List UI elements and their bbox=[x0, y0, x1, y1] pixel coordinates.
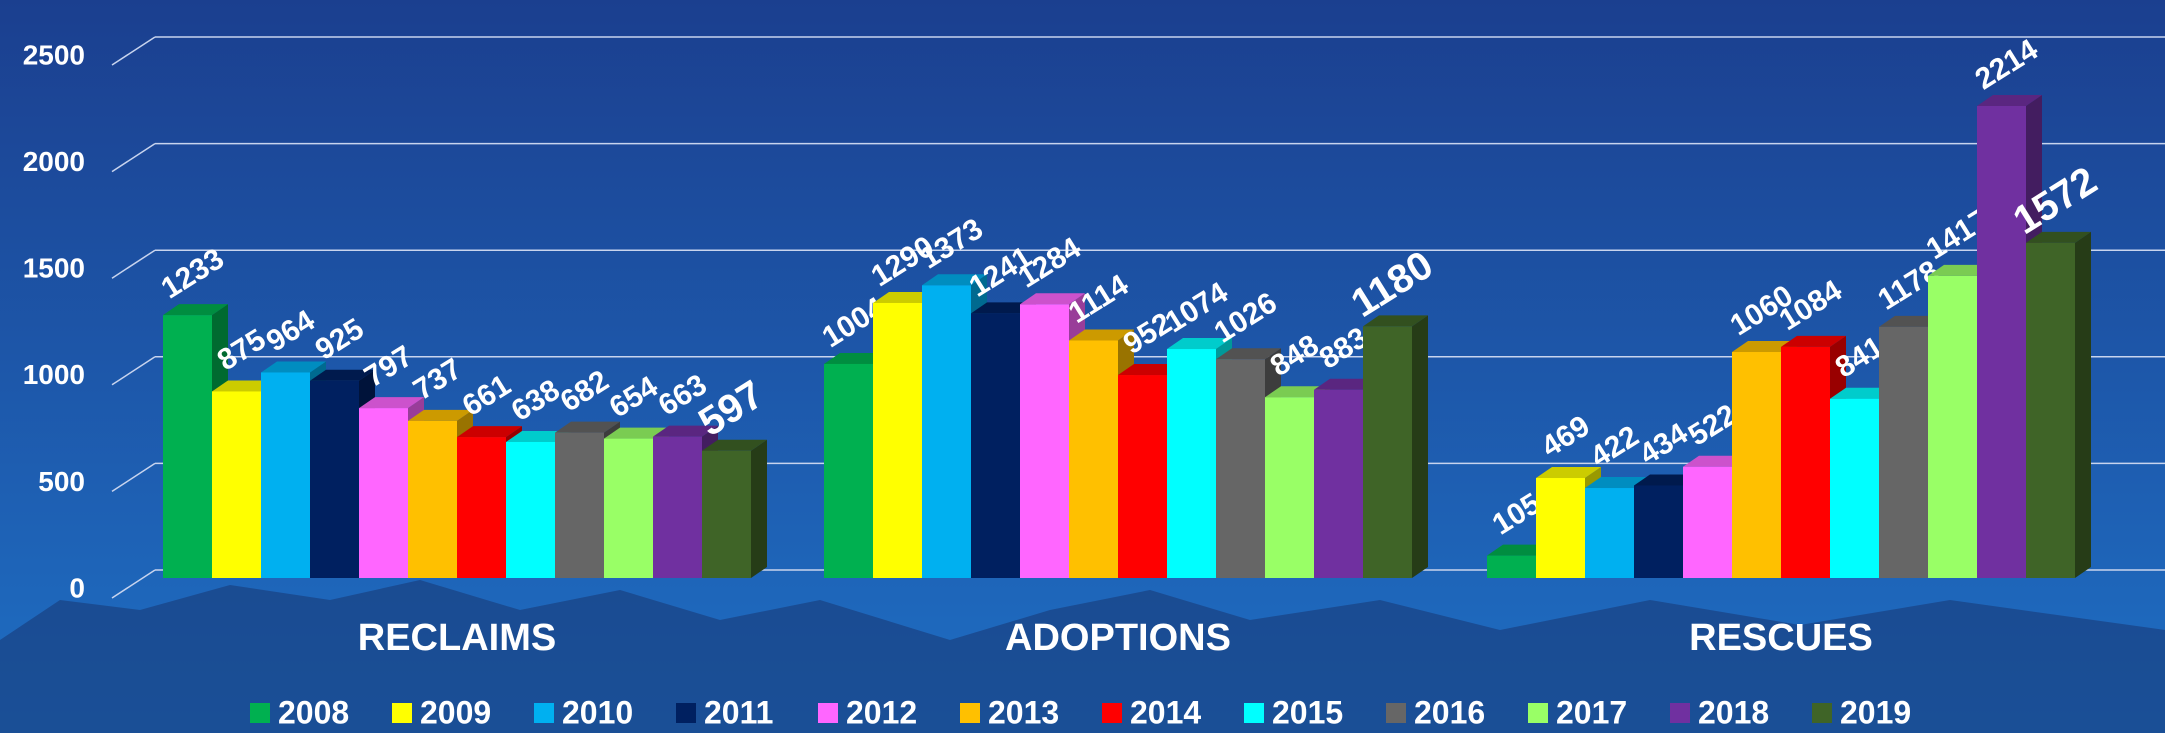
y-tick-label: 0 bbox=[69, 572, 85, 603]
legend-label: 2010 bbox=[562, 694, 633, 730]
bar bbox=[212, 391, 261, 578]
legend-swatch bbox=[676, 703, 696, 723]
bar bbox=[163, 315, 212, 578]
x-tick-label: RESCUES bbox=[1689, 617, 1873, 659]
bar bbox=[1585, 488, 1634, 578]
bar bbox=[1363, 326, 1412, 578]
chart: 0500100015002000250012338759649257977376… bbox=[0, 0, 2165, 733]
bar bbox=[922, 285, 971, 578]
bar bbox=[971, 313, 1020, 578]
bar bbox=[457, 437, 506, 578]
bar bbox=[1069, 340, 1118, 578]
legend-swatch bbox=[250, 703, 270, 723]
bar-side bbox=[2075, 232, 2091, 578]
bar bbox=[1167, 349, 1216, 578]
legend-label: 2009 bbox=[420, 694, 491, 730]
bar bbox=[824, 364, 873, 578]
bar bbox=[359, 408, 408, 578]
bar bbox=[702, 451, 751, 578]
bar bbox=[1732, 352, 1781, 578]
y-tick-label: 2500 bbox=[23, 39, 85, 70]
legend-swatch bbox=[1670, 703, 1690, 723]
legend-label: 2013 bbox=[988, 694, 1059, 730]
legend-label: 2012 bbox=[846, 694, 917, 730]
bar bbox=[1487, 556, 1536, 578]
y-tick-label: 1000 bbox=[23, 359, 85, 390]
bar bbox=[1928, 276, 1977, 578]
page: {"chart_data": {"type": "bar3d", "catego… bbox=[0, 0, 2165, 733]
bar bbox=[1536, 478, 1585, 578]
bar bbox=[1683, 467, 1732, 578]
y-tick-label: 1500 bbox=[23, 253, 85, 284]
bar bbox=[555, 433, 604, 578]
bar bbox=[408, 421, 457, 578]
bar-side bbox=[751, 440, 767, 578]
legend-swatch bbox=[1528, 703, 1548, 723]
bar bbox=[1118, 375, 1167, 578]
legend-label: 2017 bbox=[1556, 694, 1627, 730]
legend-swatch bbox=[1102, 703, 1122, 723]
legend-label: 2018 bbox=[1698, 694, 1769, 730]
bar bbox=[1265, 397, 1314, 578]
legend-swatch bbox=[392, 703, 412, 723]
legend-swatch bbox=[1244, 703, 1264, 723]
legend-swatch bbox=[1386, 703, 1406, 723]
bar bbox=[1977, 106, 2026, 578]
bar bbox=[1314, 390, 1363, 578]
bar bbox=[1781, 347, 1830, 578]
legend-label: 2011 bbox=[704, 694, 773, 730]
x-tick-label: RECLAIMS bbox=[358, 617, 556, 659]
legend-label: 2015 bbox=[1272, 694, 1343, 730]
bar bbox=[2026, 243, 2075, 578]
bar bbox=[310, 381, 359, 578]
legend-swatch bbox=[818, 703, 838, 723]
legend-swatch bbox=[960, 703, 980, 723]
bar bbox=[261, 372, 310, 578]
bar bbox=[506, 442, 555, 578]
y-tick-label: 500 bbox=[38, 466, 85, 497]
legend-label: 2019 bbox=[1840, 694, 1911, 730]
bar bbox=[1634, 485, 1683, 578]
bar bbox=[1216, 359, 1265, 578]
legend-label: 2008 bbox=[278, 694, 349, 730]
bar bbox=[653, 437, 702, 578]
x-tick-label: ADOPTIONS bbox=[1005, 617, 1231, 659]
y-tick-label: 2000 bbox=[23, 146, 85, 177]
bar bbox=[604, 439, 653, 578]
bar bbox=[1830, 399, 1879, 578]
legend-swatch bbox=[1812, 703, 1832, 723]
legend-swatch bbox=[534, 703, 554, 723]
legend-label: 2014 bbox=[1130, 694, 1201, 730]
bar bbox=[873, 303, 922, 578]
bar bbox=[1879, 327, 1928, 578]
bar-side bbox=[1412, 315, 1428, 578]
legend-label: 2016 bbox=[1414, 694, 1485, 730]
bar bbox=[1020, 304, 1069, 578]
